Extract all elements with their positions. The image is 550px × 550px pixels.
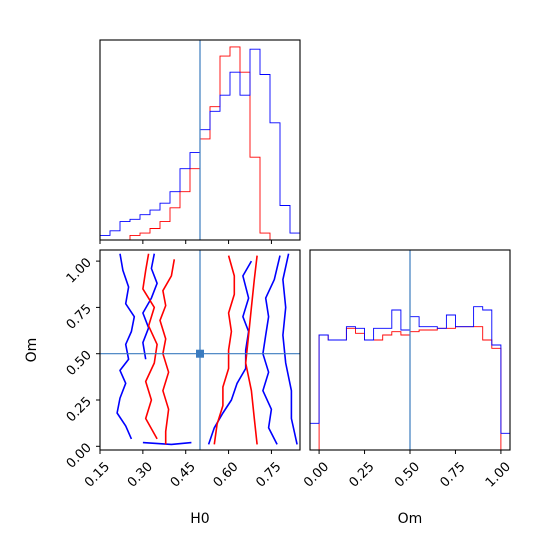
contour-blue-line-4 xyxy=(262,255,281,445)
contour-blue-line-2 xyxy=(142,441,192,446)
contour-blue-line-0 xyxy=(116,253,136,440)
y-axis-label-om: Om xyxy=(24,338,40,363)
contour-red-line-2 xyxy=(213,255,236,445)
contour-red-line-1 xyxy=(159,259,176,445)
x-axis-label-om: Om xyxy=(398,511,423,527)
contour-xtick-label-3: 0.60 xyxy=(211,459,242,490)
contour-blue-line-5 xyxy=(282,253,298,445)
contour-truth-marker xyxy=(196,349,204,358)
contour-ytick-label-4: 1.00 xyxy=(64,255,95,286)
contour-xtick-label-4: 0.75 xyxy=(253,459,284,490)
contour-ytick-label-3: 0.75 xyxy=(64,302,95,333)
contour-h0-om-panel: 0.15 0.30 0.45 0.60 0.75 0.00 0.25 0.50 0.75 1.00… xyxy=(24,249,301,527)
x-axis-label-h0: H0 xyxy=(190,511,209,527)
hist-om-xtick-label-2: 0.50 xyxy=(392,459,423,490)
contour-blue-line-1 xyxy=(142,253,158,360)
contour-xtick-label-2: 0.45 xyxy=(168,459,199,490)
contour-lines-group xyxy=(116,253,298,446)
contour-red-line-0 xyxy=(142,253,158,440)
contour-xtick-label-0: 0.15 xyxy=(82,459,113,490)
contour-ytick-label-2: 0.50 xyxy=(64,348,95,379)
hist-om-xtick-label-0: 0.00 xyxy=(301,459,332,490)
contour-axes-frame xyxy=(99,249,301,451)
hist-om-xtick-label-1: 0.25 xyxy=(347,459,378,490)
contour-ytick-label-0: 0.00 xyxy=(64,441,95,472)
contour-xtick-label-1: 0.30 xyxy=(125,459,156,490)
contour-ytick-label-1: 0.25 xyxy=(64,394,95,425)
hist-h0-axes-frame xyxy=(99,39,301,241)
hist-om-xtick-label-4: 1.00 xyxy=(483,459,514,490)
contour-blue-line-3 xyxy=(207,260,253,445)
hist-om-xtick-label-3: 0.75 xyxy=(437,459,468,490)
hist-om-panel: 0.00 0.25 0.50 0.75 1.00 Om xyxy=(301,249,514,527)
hist-h0-panel xyxy=(99,39,301,244)
contour-red-line-3 xyxy=(244,255,258,445)
